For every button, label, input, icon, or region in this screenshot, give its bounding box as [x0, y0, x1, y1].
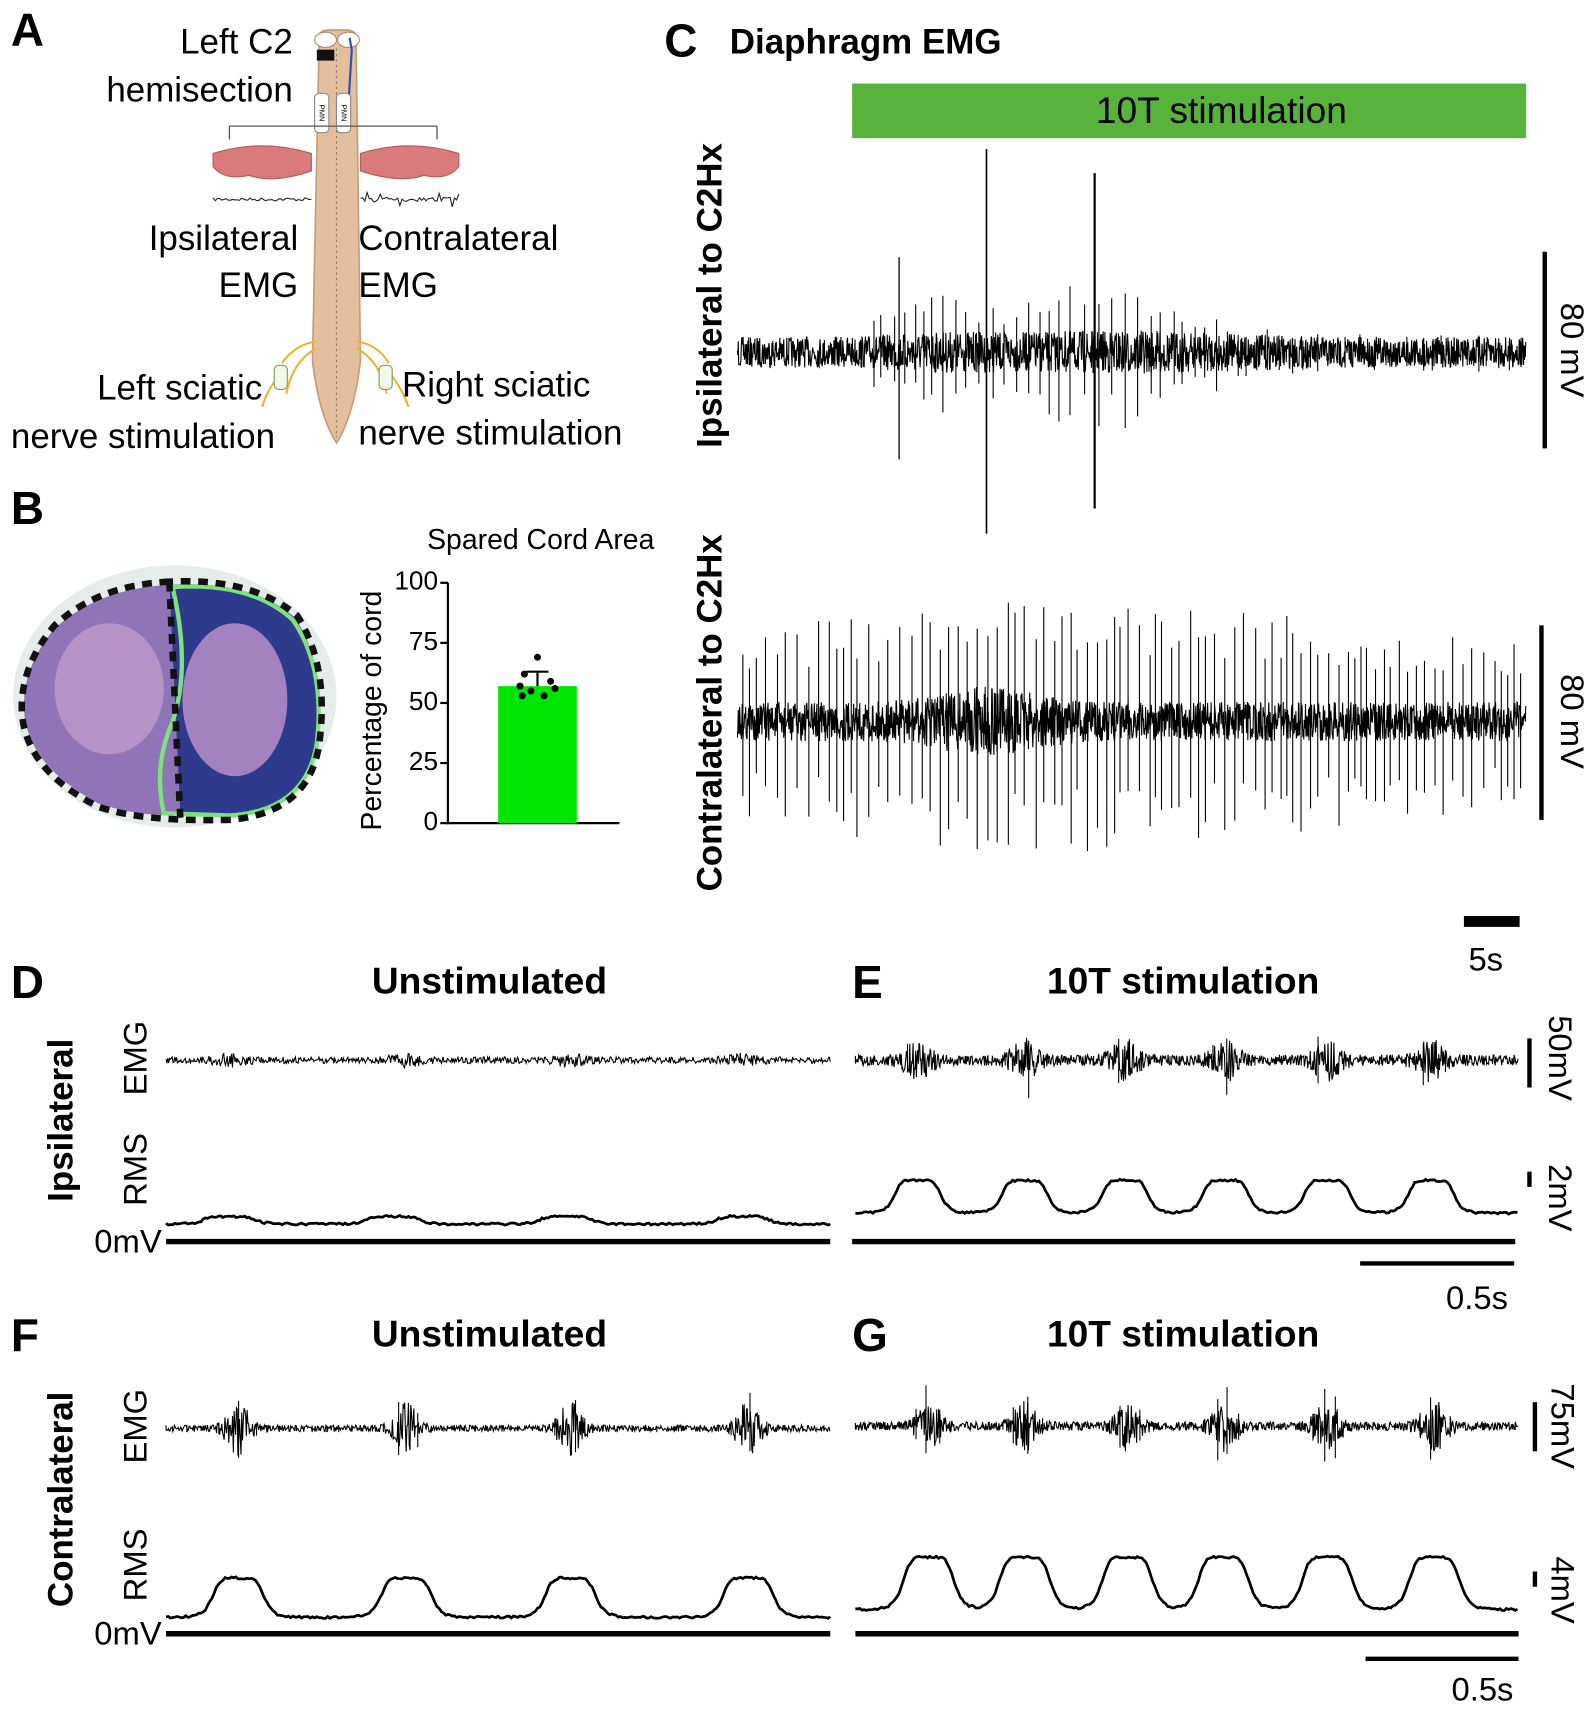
spinal-cord	[311, 29, 362, 445]
panel-title: 10T stimulation	[1047, 960, 1319, 1002]
mini-trace	[360, 190, 460, 208]
data-point	[547, 677, 555, 685]
panel-title: Diaphragm EMG	[730, 22, 1002, 61]
diaphragm	[212, 145, 312, 180]
scale-label: 80 mV	[1554, 303, 1591, 398]
panel-label: D	[11, 956, 44, 1008]
cord-outline	[18, 577, 326, 824]
y-axis-label: Percentage of cord	[356, 591, 388, 831]
row-label: RMS	[116, 1529, 153, 1602]
scale-label: 75mV	[1544, 1383, 1581, 1469]
rms-trace	[165, 1575, 832, 1620]
side-label: Contralateral	[42, 1392, 81, 1608]
emg-spikes	[854, 1036, 1515, 1099]
row-label: RMS	[116, 1133, 153, 1206]
panel-label: F	[11, 1309, 39, 1361]
annotation: hemisection	[106, 71, 292, 110]
sciatic-nerve	[261, 340, 318, 408]
scale-label: 50mV	[1542, 1015, 1579, 1101]
panel-label: E	[852, 956, 883, 1008]
annotation: Left C2	[180, 22, 293, 61]
rms-trace	[855, 1177, 1518, 1216]
pmn-box	[314, 92, 330, 134]
electrode	[273, 364, 288, 390]
annotation: EMG	[219, 266, 299, 305]
rms-trace	[855, 1554, 1519, 1612]
panel-title: Unstimulated	[372, 960, 607, 1002]
annotation: Contralateral	[358, 219, 558, 258]
scale-label: 2mV	[1542, 1164, 1579, 1232]
tissue-grey	[182, 623, 288, 777]
panel-label: G	[852, 1309, 888, 1361]
diaphragm	[359, 145, 460, 180]
electrode	[378, 364, 393, 390]
tissue-pink	[54, 623, 164, 755]
data-point	[520, 670, 528, 678]
pmn-label: PMN	[318, 105, 327, 122]
emg-spikes	[742, 602, 1522, 851]
panel-label: A	[11, 3, 44, 55]
panel-title: Unstimulated	[372, 1312, 607, 1354]
y-tick-label: 25	[409, 746, 438, 776]
scale-label: 80 mV	[1554, 674, 1591, 769]
pmn-box	[335, 92, 352, 134]
zero-label: 0mV	[94, 1222, 162, 1259]
row-label: EMG	[116, 1021, 153, 1096]
time-scale-label: 5s	[1468, 941, 1503, 978]
data-point	[527, 687, 535, 695]
emg-trace	[854, 1037, 1519, 1082]
panel-label: B	[11, 482, 44, 534]
stimulation-label: 10T stimulation	[1096, 89, 1347, 131]
data-point	[518, 692, 526, 700]
brain	[337, 31, 360, 49]
bar	[498, 686, 577, 824]
stimulation-bar	[852, 83, 1527, 139]
data-point	[540, 692, 548, 700]
chart-title: Spared Cord Area	[427, 524, 654, 556]
time-scale-label: 0.5s	[1446, 1279, 1508, 1316]
y-tick-label: 75	[409, 626, 438, 656]
row-label: EMG	[116, 1389, 153, 1464]
scale-label: 4mV	[1544, 1556, 1581, 1624]
annotation: Ipsilateral	[149, 219, 299, 258]
emg-trace	[165, 1402, 831, 1456]
time-scale-label: 0.5s	[1452, 1670, 1514, 1707]
emg-spikes	[165, 1392, 825, 1458]
side-label: Ipsilateral	[42, 1039, 81, 1202]
lesion	[316, 49, 335, 61]
zero-label: 0mV	[94, 1615, 162, 1652]
pmn-label: PMN	[340, 105, 349, 122]
panel-title: 10T stimulation	[1047, 1312, 1319, 1354]
error-bar	[526, 670, 549, 687]
y-tick-label: 50	[409, 686, 438, 716]
data-point	[516, 682, 524, 690]
emg-trace	[736, 330, 1527, 374]
trace-label: Ipsilateral to C2Hx	[691, 142, 730, 447]
y-tick-label: 100	[394, 566, 438, 596]
trace-label: Contralateral to C2Hx	[691, 534, 730, 892]
annotation: EMG	[358, 266, 438, 305]
emg-trace	[165, 1052, 831, 1070]
emg-spikes	[854, 1385, 1516, 1462]
brain	[314, 31, 338, 49]
data-point	[551, 685, 559, 693]
annotation: nerve stimulation	[11, 417, 275, 456]
rms-trace	[165, 1213, 831, 1227]
panel-label: C	[664, 14, 697, 66]
emg-trace	[855, 1401, 1519, 1452]
annotation: Left sciatic	[97, 369, 262, 408]
emg-spikes	[873, 286, 1522, 428]
mini-trace	[212, 197, 312, 202]
y-tick-label: 0	[424, 806, 439, 836]
annotation: Right sciatic	[402, 365, 590, 404]
annotation: nerve stimulation	[358, 414, 622, 453]
data-point	[533, 653, 541, 661]
